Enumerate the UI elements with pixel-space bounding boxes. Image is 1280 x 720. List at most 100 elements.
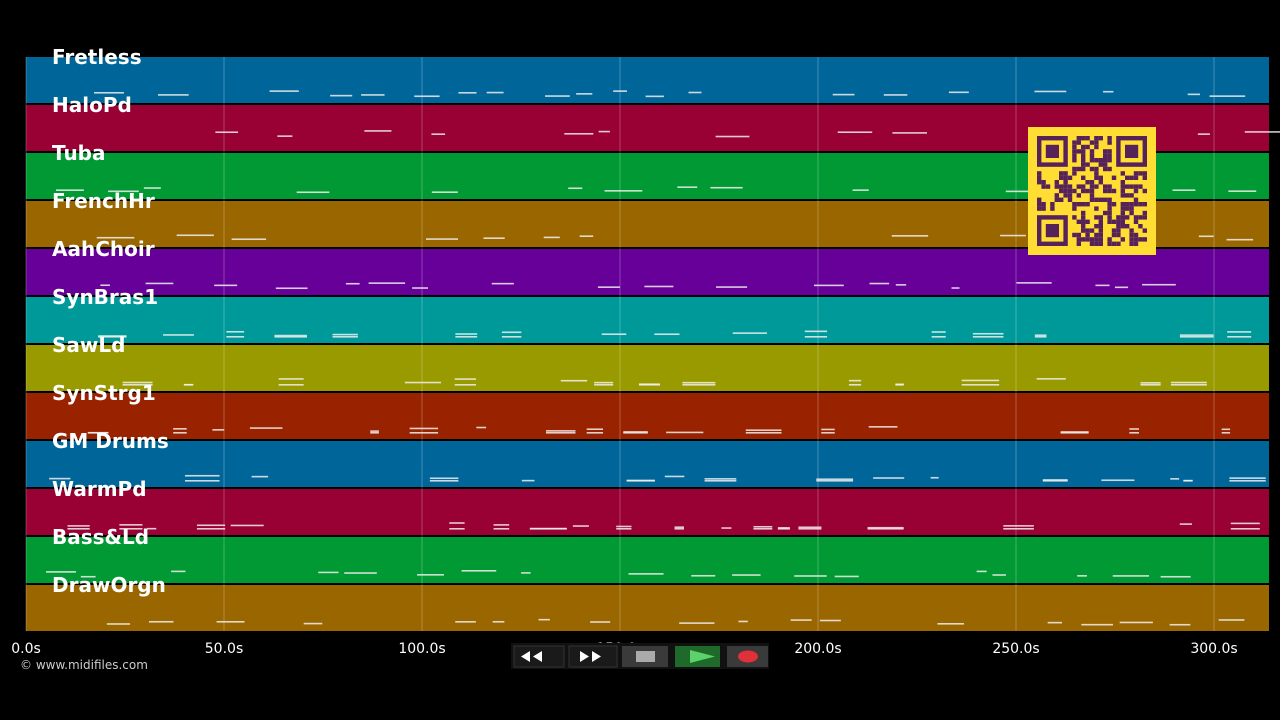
note [716,286,748,288]
qr-cell [1094,206,1099,211]
note [895,384,904,386]
note [1221,428,1231,431]
note [1228,190,1257,192]
note [1244,131,1280,133]
note [895,284,907,286]
qr-cell [1059,175,1064,180]
note [710,186,743,189]
note [455,336,478,338]
qr-cell [1107,202,1112,207]
note [579,235,594,237]
note [688,91,702,94]
qr-cell [1063,188,1068,194]
note [852,189,869,191]
note [431,133,446,135]
qr-cell [1089,149,1095,154]
qr-cell [1081,210,1086,216]
qr-cell [1120,180,1125,185]
note [834,575,859,578]
qr-cell [1098,158,1103,163]
note [576,93,593,95]
qr-cell [1085,219,1090,224]
note [732,332,767,334]
track-label: Fretless [52,45,142,69]
note [972,336,1004,338]
qr-cell [1085,162,1090,167]
rewind-button[interactable] [513,645,565,668]
qr-cell [1116,224,1121,229]
qr-cell [1089,140,1095,145]
qr-cell [1133,175,1139,180]
note [961,379,1000,382]
play-button[interactable] [675,646,720,667]
qr-cell [1107,215,1112,220]
note [409,427,439,430]
note [1003,528,1034,530]
note [1060,431,1089,433]
note [1095,284,1110,287]
qr-cell [1076,219,1081,224]
qr-cell [1072,188,1077,194]
qr-cell [1120,224,1125,229]
track-label: AahChoir [52,237,155,261]
qr-cell [1098,237,1103,242]
qr-cell [1072,149,1077,154]
qr-cell [1081,228,1086,233]
note [476,426,487,429]
qr-cell [1072,232,1077,238]
qr-cell [1089,180,1095,185]
fast-forward-button[interactable] [568,645,618,668]
qr-cell [1037,202,1042,207]
qr-cell [1133,232,1139,238]
qr-cell [1094,215,1099,220]
qr-cell [1129,202,1134,207]
note [345,282,360,285]
qr-cell [1081,162,1086,167]
qr-cell [1076,166,1081,172]
qr-cell [1111,202,1117,207]
note [638,384,660,386]
qr-cell [1133,241,1139,246]
note [616,525,632,528]
stop-button[interactable] [622,646,668,667]
note [449,528,465,530]
note [215,131,239,134]
qr-cell [1094,241,1099,246]
record-button[interactable] [727,646,768,667]
note [798,526,822,529]
track-label: SynStrg1 [52,381,156,405]
note [715,135,750,138]
qr-cell [1041,184,1046,189]
note [891,235,929,237]
qr-cell [1133,215,1139,220]
qr-cell [1116,228,1121,233]
tick-label: 100.0s [398,641,445,657]
qr-cell [1111,241,1117,246]
qr-cell [1054,197,1059,202]
qr-cell [1103,188,1108,194]
qr-cell [1107,241,1112,246]
note [249,427,283,429]
qr-cell [1089,237,1095,242]
qr-cell [1133,197,1139,202]
note [691,574,716,577]
note [931,331,946,333]
qr-finder [1045,224,1059,238]
note [664,475,685,478]
qr-cell [1094,136,1099,141]
qr-cell [1063,171,1068,176]
track-row [26,537,1269,583]
note [804,336,828,338]
note [521,572,531,574]
qr-cell [1138,237,1143,242]
note [1170,381,1207,384]
tick-label: 250.0s [992,641,1039,657]
qr-cell [1107,188,1112,194]
note [1179,523,1192,525]
qr-cell [1081,175,1086,180]
qr-cell [1081,158,1086,163]
note [738,620,748,623]
note [572,525,589,527]
